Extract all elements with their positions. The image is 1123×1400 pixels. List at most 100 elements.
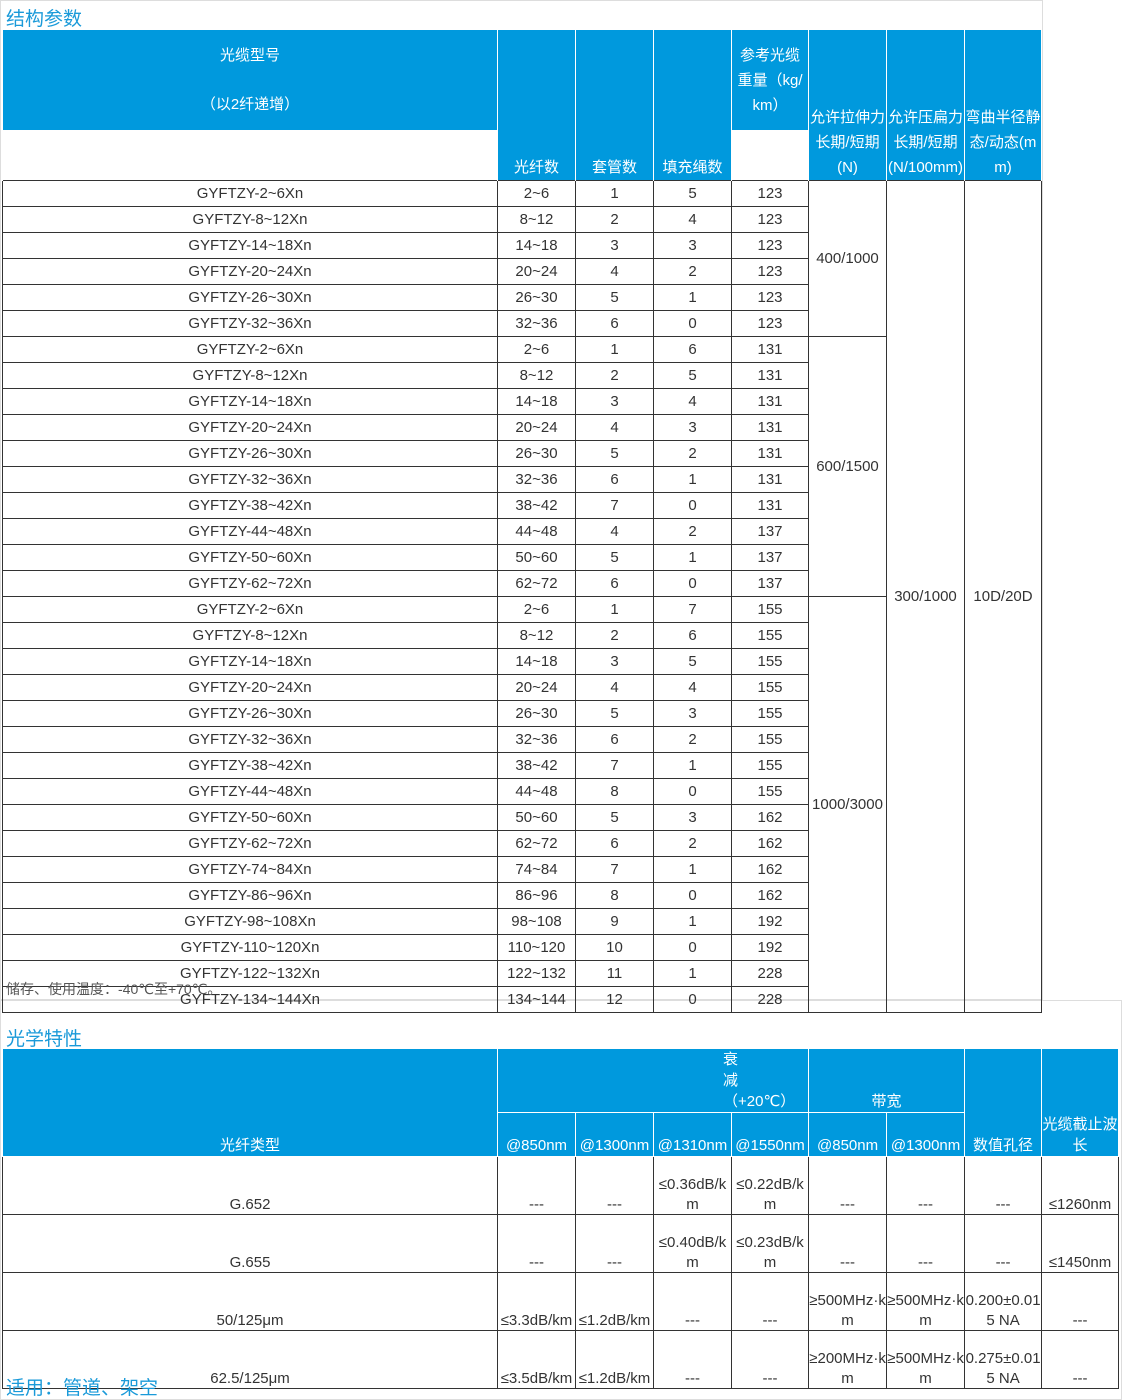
cell-fiber-count: 8~12 <box>497 206 576 233</box>
cell-fiber-count: 20~24 <box>497 674 576 701</box>
cell-tube-count: 4 <box>575 414 654 441</box>
cell-fiber-type: G.655 <box>2 1214 498 1273</box>
cell-filler-count: 1 <box>653 544 732 571</box>
table-row: GYFTZY-2~6Xn 2~6 1 5 123 400/1000 300/1000 10D/… <box>2 180 1042 1013</box>
cell-weight: 131 <box>731 362 809 389</box>
cell-filler-count: 5 <box>653 648 732 675</box>
cell-model: GYFTZY-26~30Xn <box>2 440 498 467</box>
optical-table: 光纤类型 衰减（+20℃） 带宽 数值孔径 光缆截止波长 @850nm @1300… <box>2 1048 1120 1389</box>
cell-fiber-count: 74~84 <box>497 856 576 883</box>
cell-fiber-count: 86~96 <box>497 882 576 909</box>
cell-bend: 10D/20D <box>964 180 1042 1013</box>
header-model-note: （以2纤递增） <box>200 96 300 113</box>
cell-filler-count: 1 <box>653 752 732 779</box>
cell-value: ≥200MHz·km <box>808 1330 888 1389</box>
cell-model: GYFTZY-38~42Xn <box>2 752 498 779</box>
application-note: 适用：管道、架空 <box>6 1378 159 1399</box>
header-wavelength: @850nm <box>808 1112 888 1157</box>
cell-value: 0.275±0.015 NA <box>964 1330 1043 1389</box>
cell-weight: 123 <box>731 232 809 259</box>
cell-model: GYFTZY-8~12Xn <box>2 206 498 233</box>
optical-title: 光学特性 <box>6 1029 83 1050</box>
header-model-label: 光缆型号 <box>219 47 280 64</box>
cell-tube-count: 1 <box>575 180 654 207</box>
cell-filler-count: 7 <box>653 596 732 623</box>
cell-filler-count: 4 <box>653 674 732 701</box>
cell-fiber-count: 14~18 <box>497 232 576 259</box>
cell-filler-count: 4 <box>653 206 732 233</box>
cell-fiber-count: 38~42 <box>497 492 576 519</box>
cell-fiber-count: 50~60 <box>497 804 576 831</box>
cell-value: --- <box>653 1330 732 1389</box>
cell-filler-count: 0 <box>653 934 732 961</box>
table-row: G.655 --- --- ≤0.40dB/km ≤0.23dB/km --- --- ---… <box>2 1214 1120 1273</box>
cell-filler-count: 0 <box>653 492 732 519</box>
cell-weight: 192 <box>731 934 809 961</box>
cell-tube-count: 1 <box>575 336 654 363</box>
cell-value: ≤1260nm <box>1041 1156 1120 1215</box>
table-row: GYFTZY-8~12Xn 8~12 2 6 155 <box>2 622 1042 649</box>
cell-weight: 123 <box>731 284 809 311</box>
cell-tube-count: 9 <box>575 908 654 935</box>
cell-value: --- <box>808 1156 888 1215</box>
cell-filler-count: 2 <box>653 258 732 285</box>
cell-weight: 155 <box>731 674 809 701</box>
table-row: 62.5/125μm ≤3.5dB/km ≤1.2dB/km --- --- ≥200MH… <box>2 1330 1120 1389</box>
cell-value: --- <box>653 1272 732 1331</box>
cell-fiber-count: 2~6 <box>497 336 576 363</box>
cell-weight: 162 <box>731 856 809 883</box>
cell-tube-count: 5 <box>575 284 654 311</box>
cell-tube-count: 8 <box>575 882 654 909</box>
cell-value: --- <box>497 1214 576 1273</box>
cell-filler-count: 3 <box>653 232 732 259</box>
header-weight: 参考光缆重量（kg/km） <box>731 30 809 181</box>
cell-value: ≥500MHz·km <box>886 1330 966 1389</box>
header-filler-count: 填充绳数 <box>653 30 732 181</box>
cell-model: GYFTZY-14~18Xn <box>2 648 498 675</box>
cell-value: ≤0.23dB/km <box>730 1214 810 1273</box>
cell-model: GYFTZY-32~36Xn <box>2 466 498 493</box>
cell-model: GYFTZY-2~6Xn <box>2 180 498 207</box>
table-row: GYFTZY-2~6Xn 2~6 1 7 155 1000/3000 <box>2 596 1042 1013</box>
cell-value: ≤0.36dB/km <box>653 1156 732 1215</box>
table-row: GYFTZY-62~72Xn 62~72 6 0 137 <box>2 570 1042 597</box>
header-wavelength: @850nm <box>497 1112 576 1157</box>
table-row: GYFTZY-50~60Xn 50~60 5 3 162 <box>2 804 1042 831</box>
header-wavelength: @1310nm <box>653 1112 732 1157</box>
cell-model: GYFTZY-32~36Xn <box>2 310 498 337</box>
table-row: GYFTZY-44~48Xn 44~48 8 0 155 <box>2 778 1042 805</box>
cell-value: --- <box>1041 1330 1120 1389</box>
table-row: GYFTZY-8~12Xn 8~12 2 4 123 <box>2 206 1042 233</box>
cell-value: --- <box>730 1272 810 1331</box>
cell-value: ≤0.22dB/km <box>730 1156 810 1215</box>
cell-model: GYFTZY-14~18Xn <box>2 388 498 415</box>
cell-crush: 300/1000 <box>886 180 965 1013</box>
cell-value: 0.200±0.015 NA <box>964 1272 1043 1331</box>
cell-filler-count: 0 <box>653 570 732 597</box>
cell-filler-count: 1 <box>653 908 732 935</box>
cell-value: --- <box>964 1214 1043 1273</box>
cell-weight: 155 <box>731 622 809 649</box>
cell-weight: 137 <box>731 544 809 571</box>
cell-fiber-count: 20~24 <box>497 258 576 285</box>
cell-fiber-type: G.652 <box>2 1156 498 1215</box>
header-model: 光缆型号 （以2纤递增） <box>2 30 498 181</box>
cell-tube-count: 8 <box>575 778 654 805</box>
cell-weight: 137 <box>731 570 809 597</box>
cell-weight: 228 <box>731 986 809 1013</box>
cell-fiber-count: 8~12 <box>497 362 576 389</box>
header-cutoff-wavelength: 光缆截止波长 <box>1041 1048 1120 1157</box>
cell-value: --- <box>808 1214 888 1273</box>
cell-weight: 137 <box>731 518 809 545</box>
cell-fiber-count: 20~24 <box>497 414 576 441</box>
cell-filler-count: 6 <box>653 622 732 649</box>
cell-filler-count: 0 <box>653 986 732 1013</box>
cell-tube-count: 4 <box>575 258 654 285</box>
cell-model: GYFTZY-26~30Xn <box>2 700 498 727</box>
cell-model: GYFTZY-26~30Xn <box>2 284 498 311</box>
cell-filler-count: 3 <box>653 700 732 727</box>
cell-weight: 131 <box>731 466 809 493</box>
cell-weight: 131 <box>731 440 809 467</box>
header-attenuation: 衰减（+20℃） <box>496 1048 810 1113</box>
cell-filler-count: 2 <box>653 830 732 857</box>
